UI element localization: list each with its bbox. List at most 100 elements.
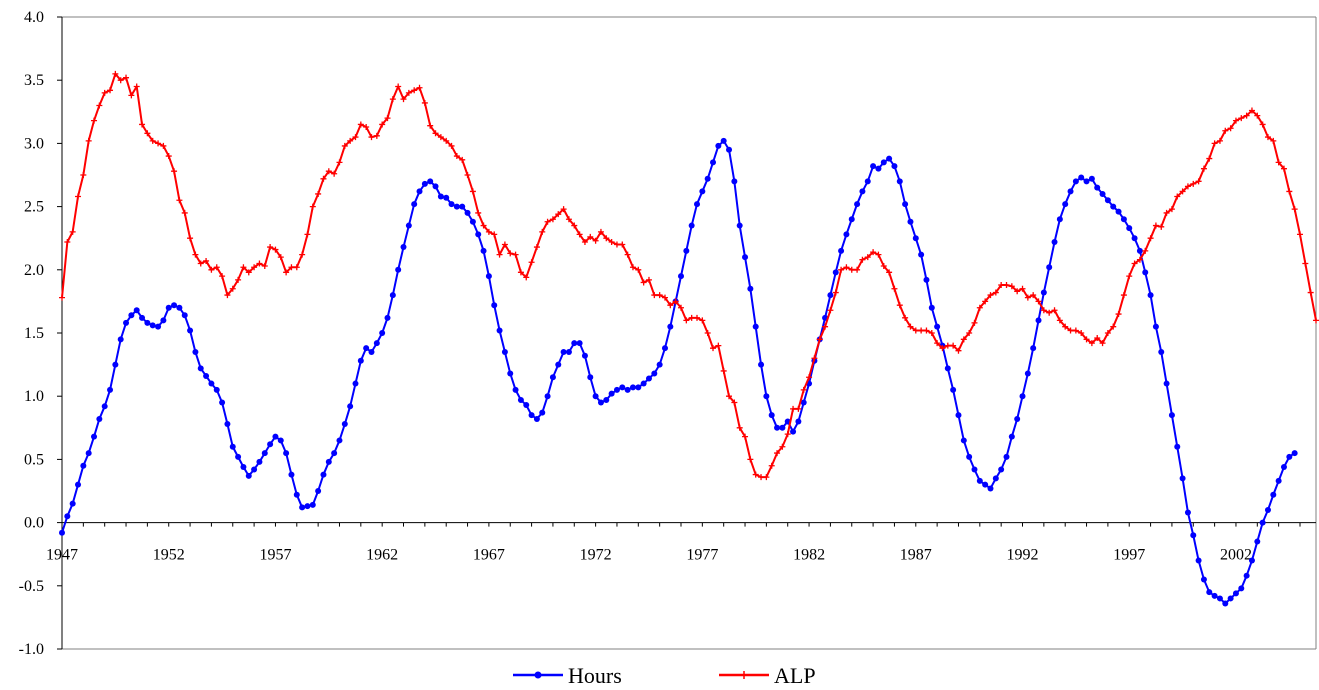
- data-point-alp: [736, 424, 743, 431]
- data-point-hours: [875, 165, 882, 172]
- data-point-alp: [752, 471, 759, 478]
- data-point-alp: [795, 405, 802, 412]
- data-point-hours: [1030, 345, 1037, 352]
- data-point-alp: [117, 77, 124, 84]
- data-point-alp: [203, 257, 210, 264]
- data-point-hours: [742, 254, 749, 261]
- x-tick-label: 1972: [580, 547, 612, 564]
- data-point-alp: [694, 314, 701, 321]
- data-point-hours: [1238, 585, 1245, 592]
- data-point-hours: [181, 312, 188, 319]
- data-point-hours: [171, 302, 178, 309]
- y-axis: 4.0 3.5 3.0 2.5 2.0 1.5 1.0 0.5 0.0 -0.5 -1.0: [19, 9, 63, 658]
- data-point-alp: [912, 327, 919, 334]
- data-point-hours: [379, 330, 386, 336]
- data-point-alp: [1083, 336, 1090, 343]
- data-point-alp: [1158, 223, 1165, 230]
- data-point-alp: [928, 330, 935, 336]
- y-tick-label: 3.0: [24, 135, 44, 152]
- data-point-hours: [1168, 412, 1175, 419]
- data-point-alp: [85, 137, 92, 144]
- data-point-alp: [987, 292, 994, 299]
- data-point-hours: [1280, 463, 1287, 470]
- legend-item-hours: Hours: [513, 663, 622, 688]
- data-point-hours: [1291, 450, 1298, 457]
- data-point-alp: [774, 450, 781, 457]
- y-tick-label: 0.5: [24, 451, 44, 468]
- data-point-hours: [69, 500, 76, 507]
- data-point-alp: [261, 263, 268, 270]
- data-point-hours: [1110, 203, 1117, 210]
- legend: Hours ALP: [513, 663, 816, 688]
- data-point-hours: [1120, 216, 1127, 223]
- data-point-alp: [870, 249, 877, 256]
- data-point-hours: [597, 399, 604, 406]
- data-point-alp: [443, 137, 450, 144]
- data-point-hours: [117, 336, 124, 343]
- data-point-hours: [160, 317, 167, 324]
- data-point-hours: [421, 180, 428, 187]
- data-point-hours: [688, 222, 695, 229]
- series-group: [59, 70, 1319, 607]
- data-point-alp: [667, 302, 674, 309]
- data-point-hours: [587, 374, 594, 381]
- data-point-hours: [1211, 592, 1218, 599]
- data-point-hours: [966, 453, 973, 460]
- data-point-alp: [1291, 206, 1298, 213]
- data-point-alp: [1120, 292, 1127, 299]
- data-point-alp: [421, 99, 428, 106]
- data-point-alp: [656, 292, 663, 299]
- data-point-hours: [272, 433, 279, 440]
- data-point-alp: [1200, 165, 1207, 172]
- y-tick-label: 1.5: [24, 325, 44, 342]
- data-point-alp: [517, 269, 524, 276]
- data-point-hours: [496, 327, 503, 334]
- data-point-alp: [373, 132, 380, 139]
- data-point-alp: [661, 294, 668, 301]
- data-point-hours: [133, 307, 140, 314]
- data-point-hours: [448, 201, 455, 208]
- data-point-alp: [133, 83, 140, 90]
- data-point-alp: [619, 241, 626, 248]
- data-point-alp: [1163, 209, 1170, 216]
- data-point-hours: [309, 501, 316, 508]
- data-point-hours: [565, 348, 572, 355]
- data-point-alp: [512, 251, 519, 258]
- data-point-alp: [597, 228, 604, 235]
- data-point-alp: [747, 456, 754, 463]
- data-point-hours: [720, 137, 727, 144]
- data-point-alp: [683, 317, 690, 324]
- data-point-alp: [523, 274, 530, 281]
- data-point-alp: [213, 264, 220, 271]
- data-point-alp: [501, 241, 508, 248]
- data-point-alp: [277, 254, 284, 261]
- data-point-alp: [171, 168, 178, 175]
- data-point-alp: [533, 244, 540, 251]
- data-point-hours: [400, 244, 407, 251]
- data-point-alp: [1280, 165, 1287, 172]
- data-point-alp: [240, 264, 247, 271]
- data-point-hours: [1206, 589, 1213, 596]
- data-point-hours: [645, 375, 652, 382]
- data-point-hours: [101, 403, 108, 410]
- data-point-hours: [731, 178, 738, 185]
- data-point-alp: [288, 264, 295, 271]
- data-point-alp: [923, 327, 930, 334]
- data-point-hours: [726, 146, 733, 153]
- data-point-hours: [1195, 557, 1202, 564]
- data-point-hours: [758, 361, 765, 368]
- data-point-hours: [1094, 184, 1101, 191]
- data-point-hours: [149, 322, 156, 329]
- data-point-alp: [982, 298, 989, 305]
- data-point-hours: [661, 345, 668, 352]
- data-point-alp: [742, 433, 749, 440]
- data-point-hours: [357, 357, 364, 364]
- data-point-alp: [112, 70, 119, 77]
- y-tick-label: -1.0: [19, 641, 44, 658]
- data-point-hours: [155, 323, 162, 330]
- data-point-hours: [864, 178, 871, 185]
- data-point-hours: [843, 231, 850, 238]
- data-point-alp: [1062, 323, 1069, 330]
- data-point-hours: [475, 231, 482, 238]
- data-point-alp: [955, 347, 962, 354]
